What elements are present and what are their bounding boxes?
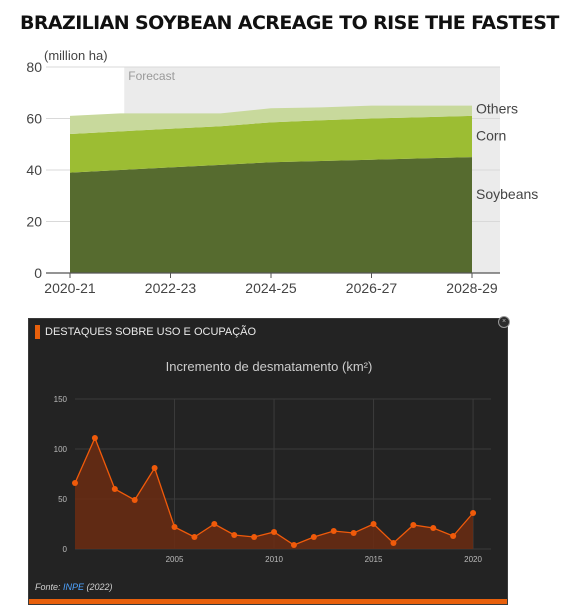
data-point bbox=[310, 534, 317, 540]
source-prefix: Fonte: bbox=[35, 582, 64, 592]
data-point bbox=[72, 480, 78, 486]
source-link[interactable]: INPE bbox=[63, 582, 85, 592]
x-tick-label: 2022-23 bbox=[145, 280, 197, 296]
acreage-area-chart: Forecast 0 20 40 60 80(million ha) Soybeans Cor… bbox=[26, 48, 538, 296]
chart-title: BRAZILIAN SOYBEAN ACREAGE TO RISE THE FA… bbox=[20, 12, 559, 34]
y-axis-label: (million ha) bbox=[44, 48, 108, 63]
deforestation-line-chart: Incremento de desmatamento (km²) 0 50 100 15… bbox=[54, 359, 491, 564]
x-tick-label: 2010 bbox=[265, 555, 283, 564]
data-point bbox=[330, 528, 337, 534]
x-tick-label: 2005 bbox=[166, 555, 184, 564]
y-tick-label: 50 bbox=[58, 495, 67, 504]
area-others bbox=[70, 105, 472, 134]
data-point bbox=[350, 530, 357, 536]
data-point bbox=[111, 486, 118, 492]
data-point bbox=[290, 542, 297, 548]
data-point bbox=[271, 529, 278, 535]
panel-bottom-bar bbox=[29, 599, 507, 604]
data-point bbox=[231, 532, 238, 538]
panel-header-label: DESTAQUES SOBRE USO E OCUPAÇÃO bbox=[45, 326, 257, 338]
x-tick-label: 2015 bbox=[365, 555, 383, 564]
x-tick-label: 2020 bbox=[464, 555, 482, 564]
y-tick-label: 80 bbox=[26, 59, 42, 75]
x-tick-label: 2024-25 bbox=[245, 280, 297, 296]
area-corn bbox=[70, 115, 472, 173]
source-suffix: (2022) bbox=[84, 582, 113, 592]
y-tick-label: 150 bbox=[54, 395, 68, 404]
series-label-corn: Corn bbox=[476, 128, 506, 144]
y-tick-label: 20 bbox=[26, 214, 42, 230]
series-label-soybeans: Soybeans bbox=[476, 186, 538, 202]
y-tick-label: 40 bbox=[26, 162, 42, 178]
series-label-others: Others bbox=[476, 101, 518, 117]
data-point bbox=[171, 524, 178, 530]
y-tick-label: 60 bbox=[26, 111, 42, 127]
data-point bbox=[151, 465, 158, 471]
data-point bbox=[211, 521, 218, 527]
x-tick-label: 2028-29 bbox=[446, 280, 498, 296]
y-tick-label: 0 bbox=[34, 265, 42, 281]
data-point bbox=[191, 534, 198, 540]
chart-title: Incremento de desmatamento (km²) bbox=[166, 359, 373, 374]
data-point bbox=[390, 540, 397, 546]
y-tick-label: 0 bbox=[63, 545, 68, 554]
data-point bbox=[251, 534, 258, 540]
close-icon[interactable]: × bbox=[498, 316, 510, 328]
area-soybeans bbox=[70, 157, 472, 273]
forecast-label: Forecast bbox=[128, 69, 175, 83]
data-point bbox=[131, 497, 138, 503]
data-point bbox=[450, 533, 457, 539]
y-tick-label: 100 bbox=[54, 445, 68, 454]
deforestation-panel: Incremento de desmatamento (km²) 0 50 100 15… bbox=[28, 316, 510, 605]
series-area bbox=[75, 438, 474, 549]
source-note: Fonte: INPE (2022) bbox=[35, 582, 113, 592]
x-tick-label: 2026-27 bbox=[346, 280, 398, 296]
panel-header: DESTAQUES SOBRE USO E OCUPAÇÃO bbox=[35, 325, 256, 339]
data-point bbox=[430, 525, 437, 531]
data-point bbox=[410, 522, 417, 528]
x-tick-label: 2020-21 bbox=[44, 280, 96, 296]
data-point bbox=[470, 510, 477, 516]
data-point bbox=[91, 435, 98, 441]
header-accent-bar bbox=[35, 325, 40, 339]
data-point bbox=[370, 521, 377, 527]
